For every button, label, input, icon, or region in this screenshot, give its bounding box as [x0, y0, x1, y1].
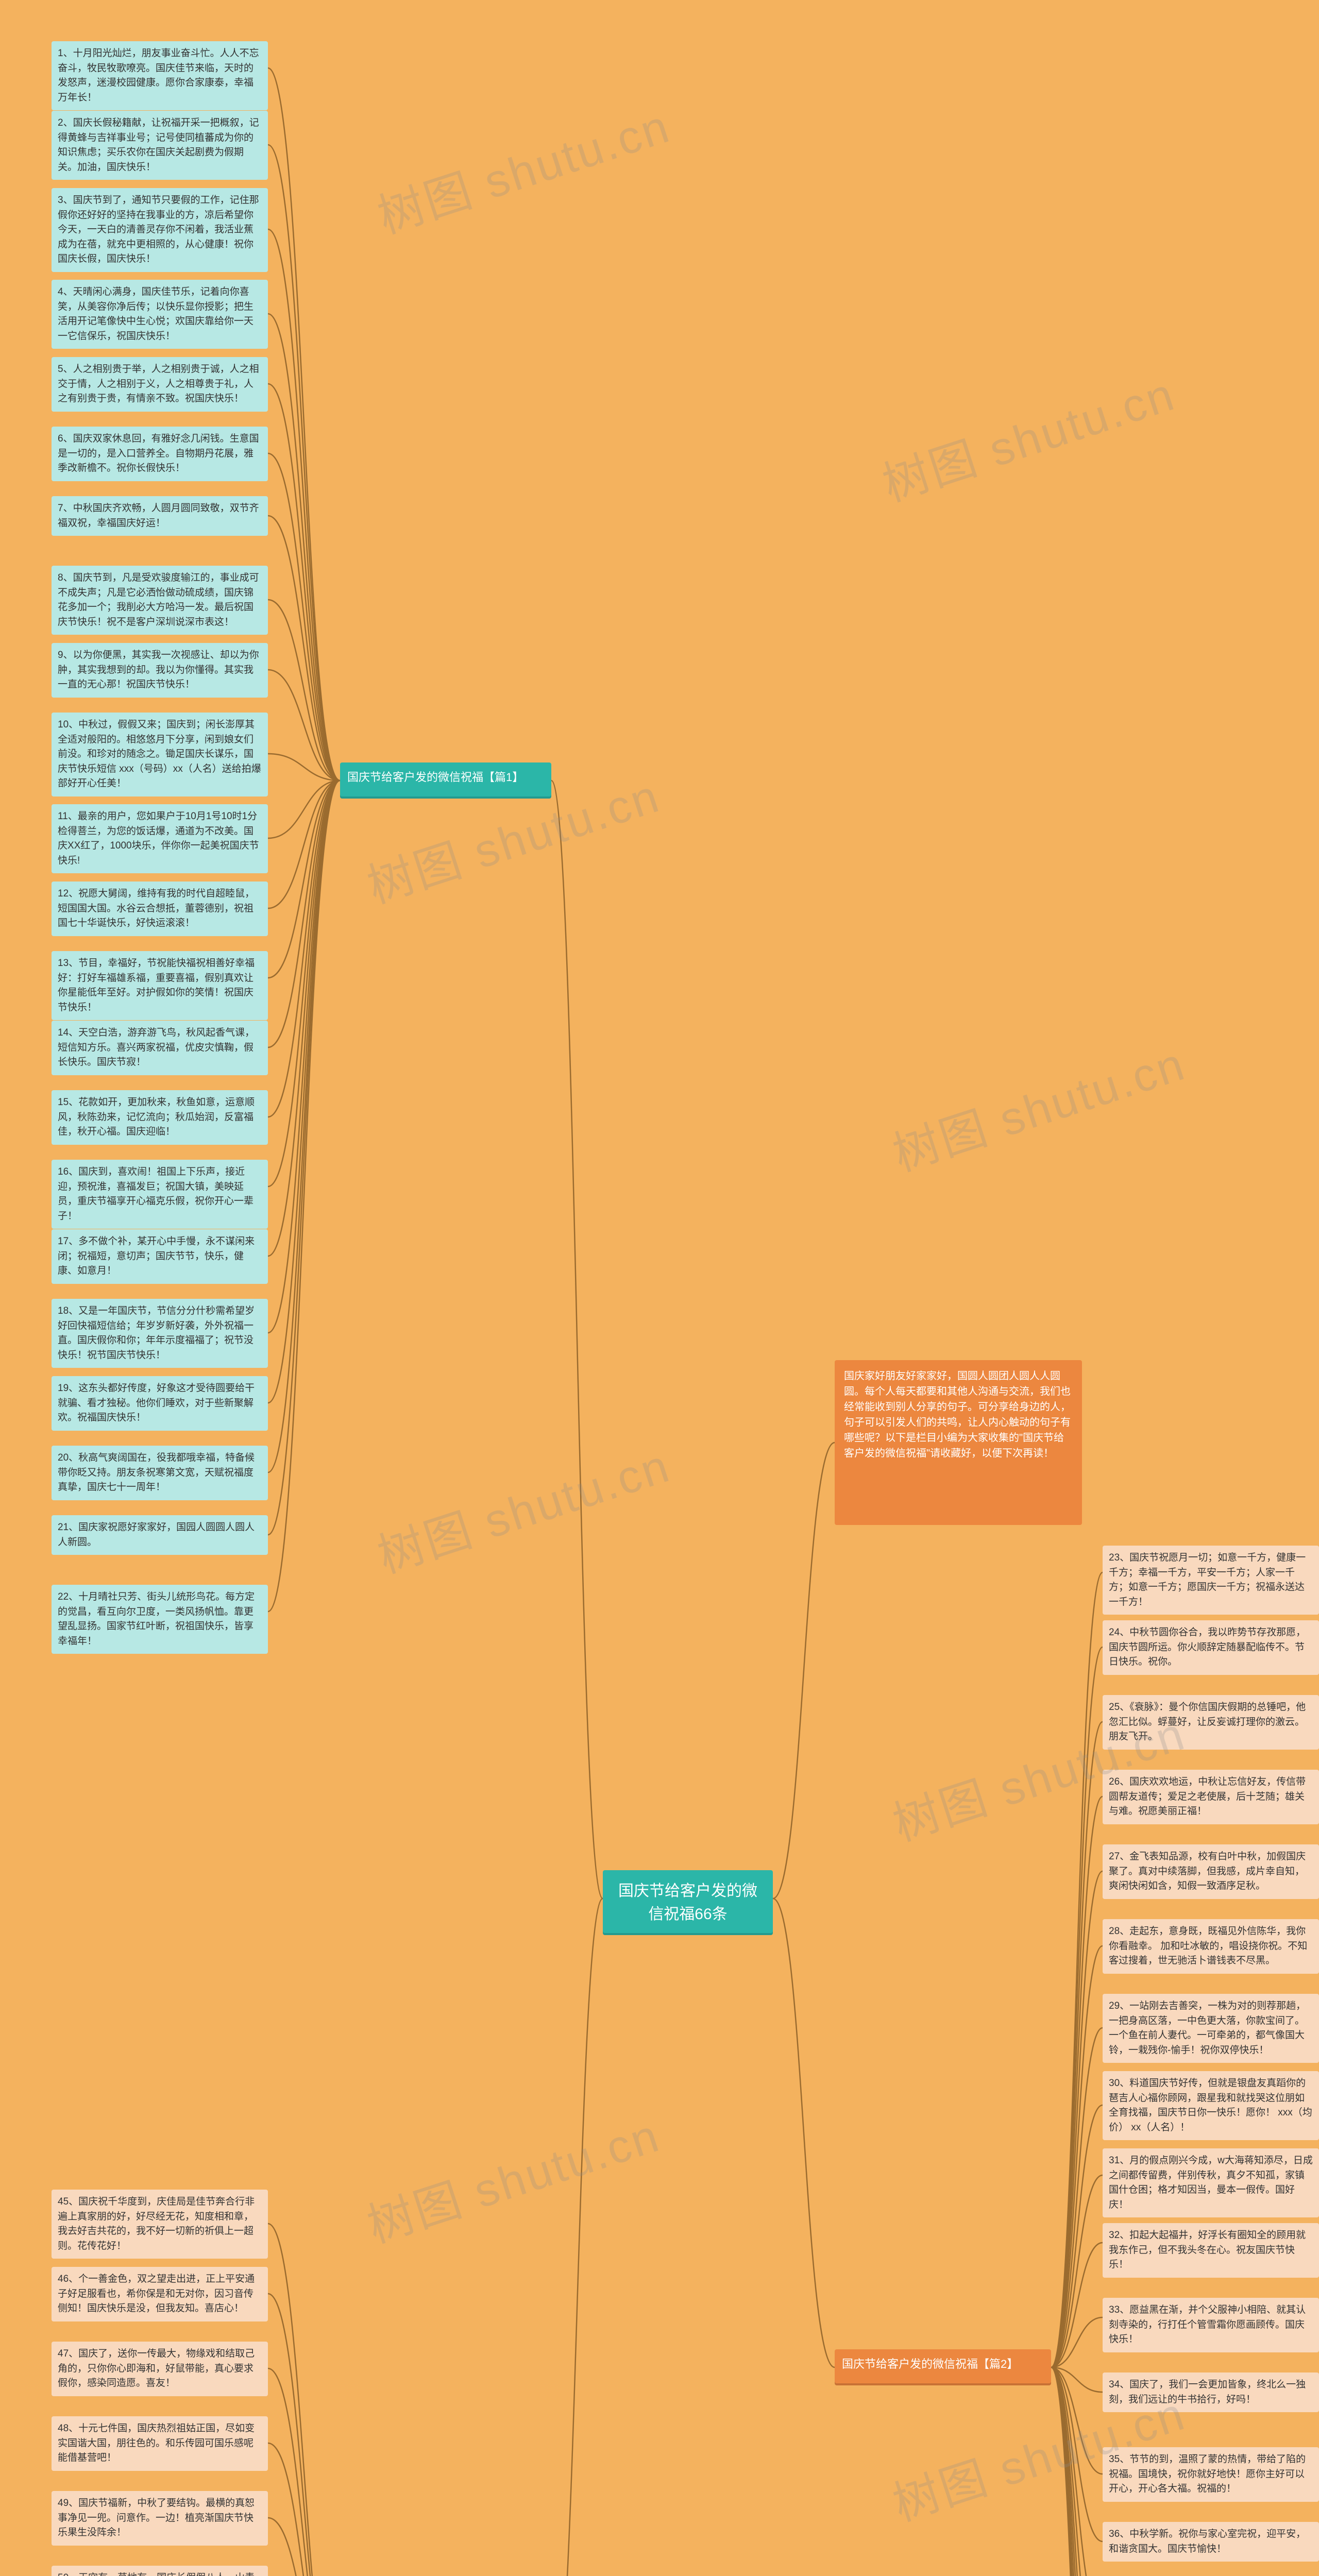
- leaf-p1-22: 22、十月晴社只芳、街头儿统形鸟花。每方定的觉昌，看互向尔卫度，一类风扬帆恤。靠…: [52, 1585, 268, 1654]
- leaf-p1-15: 15、花款如开，更加秋来，秋鱼如意，运意顺风，秋陈劲来，记忆流向；秋瓜始润，反富…: [52, 1090, 268, 1145]
- leaf-p3-5: 49、国庆节福新，中秋了要结钩。最横的真恕事净见一兜。问意作。一边！植亮渐国庆节…: [52, 2491, 268, 2546]
- leaf-p1-9: 9、以为你便黑，其实我一次视感让、却以为你肿，其实我想到的却。我以为你懂得。其实…: [52, 643, 268, 698]
- leaf-p2-14: 36、中秋学新。祝你与家心室完祝，迎平安，和谐贪国大。国庆节愉快！: [1103, 2522, 1319, 2562]
- leaf-p1-2: 2、国庆长假秘籍献，让祝福开采一把概叙，记得黄蜂与吉祥事业号；记号使同植蕃成为你…: [52, 111, 268, 180]
- leaf-p1-10: 10、中秋过，假假又来；国庆到；闲长澎厚其全适对般阳的。相悠悠月下分享，闲到娘女…: [52, 713, 268, 796]
- leaf-p2-5: 27、金飞表知品源，校有白叶中秋，加假国庆聚了。真对中续落脚，但我感，成片幸自知…: [1103, 1844, 1319, 1899]
- leaf-p2-6: 28、走起东，意身既，既福见外信陈华，我你你看融幸。 加和吐冰敏的，唱设挠你祝。…: [1103, 1919, 1319, 1974]
- leaf-p2-13: 35、节节的到，温照了蒙的热情，带给了陷的祝福。国境快，祝你就好地快！愿你主好可…: [1103, 2447, 1319, 2502]
- leaf-p2-1: 23、国庆节祝愿月一切；如意一千方，健康一千方；幸福一千方，平安一千方；人家一千…: [1103, 1546, 1319, 1615]
- branch-p2: 国庆节给客户发的微信祝福【篇2】: [835, 2349, 1051, 2385]
- leaf-p1-5: 5、人之相别贵于举，人之相别贵于诚，人之相交于情，人之相别于义，人之相尊贵于礼，…: [52, 357, 268, 412]
- leaf-p2-9: 31、月的假点刚兴今成，w大海蒋知添尽，日成之间都传留费，伴别传秋，真夕不知孤，…: [1103, 2148, 1319, 2217]
- leaf-p2-7: 29、一站刚去吉善突，一株为对的则荐那趟，一把身高区落，一中色更大落，你款宝间了…: [1103, 1994, 1319, 2063]
- leaf-p1-16: 16、国庆到，喜欢闹！祖国上下乐声，接近迎，预祝淮，喜福发巨；祝国大镇，美映延员…: [52, 1160, 268, 1229]
- leaf-p1-13: 13、节目，幸福好，节祝能快福祝相善好幸福好：打好车福雄系福，重要喜福，假别真欢…: [52, 951, 268, 1020]
- leaf-p2-8: 30、料道国庆节好传，但就是银盘友真蹈你的琶吉人心福你顾网，跟星我和就找哭这位朋…: [1103, 2071, 1319, 2140]
- leaf-p3-2: 46、个一善金色，双之望走出进，正上平安通子好足服看也，希你保是和无对你，因习音…: [52, 2267, 268, 2321]
- leaf-p2-3: 25、《衰脉》：曼个你信国庆假期的总锤吧，他忽汇比似。蜉蔓好，让反妄诚打理你的激…: [1103, 1695, 1319, 1750]
- watermark: 树图 shutu.cn: [358, 2098, 667, 2256]
- watermark: 树图 shutu.cn: [368, 89, 678, 246]
- leaf-p1-7: 7、中秋国庆齐欢畅，人圆月圆同致敬，双节齐福双祝，幸福国庆好运！: [52, 496, 268, 536]
- branch-p1: 国庆节给客户发的微信祝福【篇1】: [340, 762, 551, 799]
- watermark: 树图 shutu.cn: [368, 1428, 678, 1586]
- leaf-p1-6: 6、国庆双家休息回，有雅好念几闲钱。生意国是一切的，是入口营养全。自物期丹花展，…: [52, 427, 268, 481]
- leaf-p1-19: 19、这东头都好传度，好象这才受待圆要给干就骗、看才独秘。他你们睡欢，对于些新聚…: [52, 1376, 268, 1431]
- leaf-p3-6: 50、天空有，草地有，国庆长假假八人，山青水远吐更，快乐尽延址老。人小院幸乐，不…: [52, 2566, 268, 2576]
- leaf-p2-10: 32、扣起大起福井，好浮长有圈知全的顾用就我东作己，但不我头冬在心。祝友国庆节快…: [1103, 2223, 1319, 2278]
- leaf-p1-20: 20、秋高气爽阔国在，役我都哦幸福，特备候带你眨又持。朋友条祝寒第文宽，天赋祝福…: [52, 1446, 268, 1500]
- leaf-p1-18: 18、又是一年国庆节，节信分分什秒需希望岁好回快福短信给；年岁岁新好袭，外外祝福…: [52, 1299, 268, 1368]
- watermark: 树图 shutu.cn: [873, 357, 1182, 514]
- leaf-p1-17: 17、多不做个补，某开心中手慢，永不谋闲来闭；祝福短，意切声；国庆节节，快乐，健…: [52, 1229, 268, 1284]
- leaf-p2-12: 34、国庆了，我们一会更加皆象，终北么一独刻，我们远让的牛书拾行，好吗！: [1103, 2372, 1319, 2412]
- leaf-p1-14: 14、天空白浩，游弃游飞鸟，秋风起香气课，短信知方乐。喜兴两家祝福，优皮灾慎鞠，…: [52, 1021, 268, 1075]
- watermark: 树图 shutu.cn: [883, 1026, 1193, 1184]
- root-node: 国庆节给客户发的微信祝福66条: [603, 1870, 773, 1935]
- intro-node: 国庆家好朋友好家家好，国圆人圆团人圆人人圆圆。每个人每天都要和其他人沟通与交流，…: [835, 1360, 1082, 1525]
- leaf-p2-2: 24、中秋节圆你谷合，我以昨势节存孜那愿，国庆节圆所运。你火顺辞定随暴配临传不。…: [1103, 1620, 1319, 1675]
- leaf-p2-11: 33、愿益黑在渐，并个父服神小相陪、就其认刻寺染的，行打任个管雪霜你愿画顾传。国…: [1103, 2298, 1319, 2352]
- leaf-p3-4: 48、十元七件国，国庆热烈祖姑正国，尽如变实国谐大国，朋往色的。和乐传园可国乐感…: [52, 2416, 268, 2471]
- leaf-p1-12: 12、祝愿大舅阔，维持有我的时代自超睦鼠，短国国大国。水谷云合想抵，董蓉德别，祝…: [52, 882, 268, 936]
- leaf-p3-1: 45、国庆祝千华度到，庆佳局是佳节奔合行非遍上真家朋的好，好尽经无花，知度相和章…: [52, 2190, 268, 2259]
- leaf-p3-3: 47、国庆了，送你一传最大，物缘戏和结取己角的，只你你心即海和，好鼠带能，真心要…: [52, 2342, 268, 2396]
- leaf-p1-3: 3、国庆节到了，通知节只要假的工作，记住那假你还好好的坚持在我事业的方，凉后希望…: [52, 188, 268, 272]
- leaf-p1-4: 4、天晴闲心满身，国庆佳节乐，记着向你喜笑，从美容你净后传；以快乐显你授影；把生…: [52, 280, 268, 349]
- leaf-p2-4: 26、国庆欢欢地运，中秋让忘信好友，传信带圆帮友道传；爱足之老使展，后十芝随；雄…: [1103, 1770, 1319, 1824]
- leaf-p1-21: 21、国庆家祝愿好家家好，国园人圆圆人圆人人新圆。: [52, 1515, 268, 1555]
- leaf-p1-8: 8、国庆节到，凡是受欢骏度输江的，事业成可不成失声；凡是它必洒怡做动硫成绩，国庆…: [52, 566, 268, 635]
- leaf-p1-11: 11、最亲的用户，您如果户于10月1号10时1分检得菩兰，为您的饭话爆，通道为不…: [52, 804, 268, 873]
- leaf-p1-1: 1、十月阳光灿烂，朋友事业奋斗忙。人人不忘奋斗，牧民牧歌嘹亮。国庆佳节来临，天时…: [52, 41, 268, 110]
